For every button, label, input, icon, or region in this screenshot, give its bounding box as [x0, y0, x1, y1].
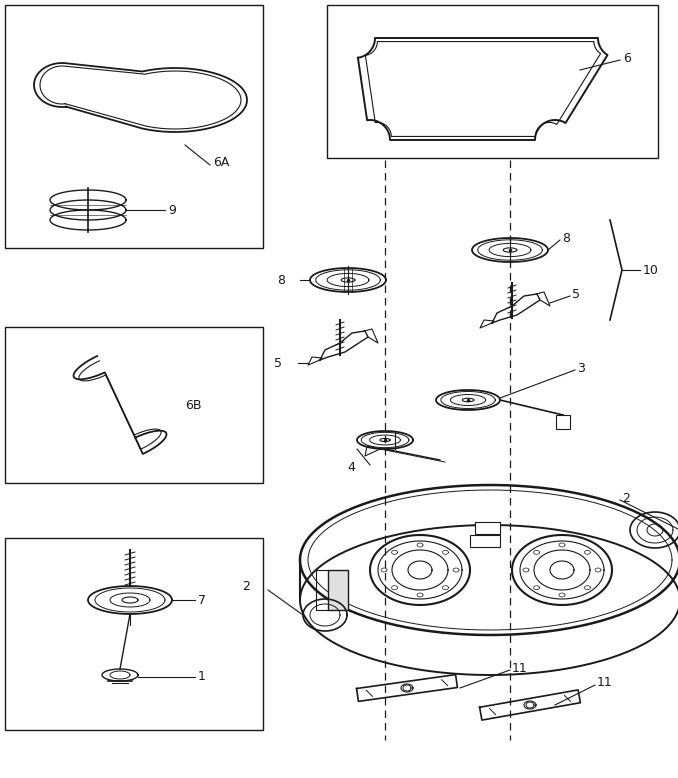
Bar: [475, 522, 500, 534]
Bar: [327, 5, 658, 158]
Bar: [5, 327, 263, 483]
Bar: [5, 5, 263, 248]
Text: 7: 7: [198, 594, 206, 607]
Text: 4: 4: [347, 461, 355, 474]
Text: 11: 11: [512, 661, 527, 675]
Text: 3: 3: [577, 362, 585, 374]
Text: 8: 8: [277, 274, 285, 286]
Text: 2: 2: [622, 492, 630, 504]
Text: 5: 5: [274, 356, 282, 370]
Text: 2: 2: [242, 580, 250, 594]
Text: 6B: 6B: [185, 398, 201, 412]
Text: 8: 8: [562, 232, 570, 244]
Bar: [556, 415, 570, 429]
Text: 9: 9: [168, 204, 176, 216]
Text: 6A: 6A: [213, 156, 229, 169]
Bar: [470, 535, 500, 547]
Text: 6: 6: [623, 51, 631, 65]
Text: 11: 11: [597, 677, 613, 689]
Text: 10: 10: [643, 264, 659, 276]
Text: 1: 1: [198, 671, 206, 684]
Text: 5: 5: [572, 288, 580, 300]
Bar: [5, 538, 263, 730]
Bar: [328, 570, 348, 610]
